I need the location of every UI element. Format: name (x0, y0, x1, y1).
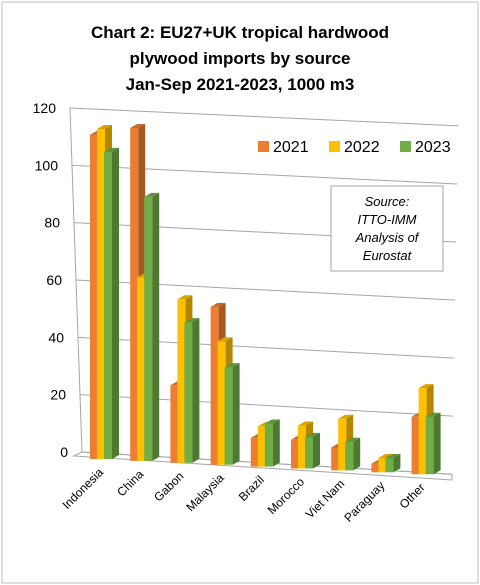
legend-label-2023: 2023 (415, 139, 451, 156)
y-axis-ticks: 0 20 40 60 80 100 120 (33, 100, 69, 460)
source-line-4: Eurostat (363, 248, 413, 263)
bar-top (184, 318, 200, 323)
bar (184, 322, 193, 463)
y-tick-label: 120 (33, 100, 57, 116)
bar-side (232, 363, 240, 465)
bar-top (224, 363, 240, 368)
bar-side (112, 147, 119, 459)
bar (177, 299, 186, 463)
legend-label-2022: 2022 (344, 139, 380, 156)
legend-swatch-2022 (329, 141, 340, 152)
bar-top (385, 453, 401, 458)
floor-outline (72, 451, 453, 481)
bar-top (217, 337, 233, 342)
y-tick-label: 0 (60, 444, 68, 460)
bars (90, 123, 441, 475)
y-axis-line (69, 107, 83, 453)
bar-top (378, 453, 394, 458)
bar (371, 463, 380, 473)
bar (331, 447, 340, 471)
y-tick-label: 20 (50, 387, 66, 403)
source-line-2: ITTO-IMM (358, 212, 417, 227)
gridline (69, 107, 459, 127)
bar-top (97, 124, 112, 129)
bar (425, 416, 434, 475)
axes (69, 107, 453, 481)
bar-top (130, 123, 146, 128)
y-tick-label: 60 (46, 272, 62, 288)
bar-top (305, 432, 320, 437)
bar (264, 423, 273, 467)
bar (411, 416, 420, 475)
chart-title-line-1: Chart 2: EU27+UK tropical hardwood (91, 23, 389, 42)
bar-top (425, 412, 441, 417)
chart-title-line-2: plywood imports by source (129, 49, 350, 68)
source-annotation: Source: ITTO-IMM Analysis of Eurostat (330, 185, 444, 272)
bar (210, 306, 219, 465)
bar (378, 457, 387, 473)
bar-top (418, 384, 434, 389)
bar-top (298, 421, 313, 426)
bar-top (264, 419, 280, 424)
bar-side (433, 412, 441, 475)
bar-side (152, 192, 160, 461)
bar (224, 367, 233, 465)
legend-swatch-2021 (258, 141, 269, 152)
bar (130, 127, 139, 461)
bar-top (104, 147, 119, 152)
bar (257, 426, 266, 467)
bar-side (393, 453, 401, 473)
chart-title-line-3: Jan-Sep 2021-2023, 1000 m3 (126, 75, 355, 94)
bar-top (144, 192, 160, 197)
bar (170, 385, 179, 463)
bar-side (353, 437, 361, 471)
bar-top (345, 437, 361, 442)
bar-top (338, 414, 354, 419)
bar (338, 418, 347, 471)
y-tick-label: 80 (44, 215, 60, 231)
bar (291, 439, 299, 469)
legend-swatch-2023 (400, 141, 411, 152)
y-tick-label: 40 (48, 329, 64, 345)
legend-label-2021: 2021 (273, 139, 309, 156)
bar-side (272, 419, 280, 467)
bar-side (192, 318, 200, 463)
bar (385, 457, 394, 473)
bar (137, 277, 146, 461)
bar-top (177, 295, 193, 300)
bar (104, 151, 112, 459)
bar (250, 437, 259, 467)
source-line-3: Analysis of (355, 230, 420, 245)
bar-side (313, 432, 320, 469)
bar (90, 134, 98, 459)
source-box (330, 185, 444, 272)
bar (144, 196, 153, 461)
bar-top (210, 302, 226, 307)
y-tick-label: 100 (35, 157, 59, 173)
bar (305, 436, 313, 469)
legend: 2021 2022 2023 (258, 139, 451, 156)
bar (298, 425, 306, 469)
bar (418, 388, 427, 475)
bar (345, 441, 354, 471)
source-line-1: Source: (365, 194, 410, 209)
bar (97, 128, 105, 459)
bar (217, 341, 226, 465)
